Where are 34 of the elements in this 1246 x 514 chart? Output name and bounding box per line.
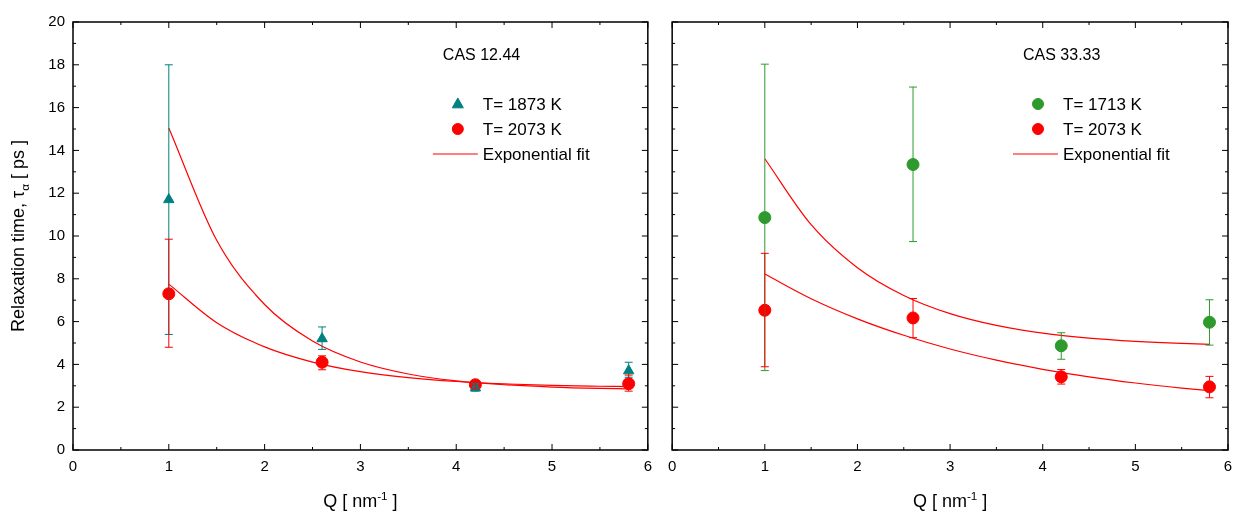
x-tick-label: 2 [853,457,862,475]
x-tick-label: 6 [1223,457,1233,475]
text: CAS 12.44 [442,46,521,63]
x-tick-label: 5 [547,457,557,475]
x-tick-label: 1 [164,457,173,475]
y-tick-label: 4 [56,354,65,372]
y-tick-label: 12 [48,183,65,201]
y-axis-title: Relaxation time, τα [ ps ] [8,140,31,332]
x-tick-label: 4 [1038,457,1047,475]
x-tick-label: 1 [760,457,769,475]
y-tick-label: 2 [56,397,65,415]
x-tick-label: 0 [68,457,78,475]
x-tick-label: 5 [1131,457,1140,475]
y-tick-label: 14 [48,140,65,158]
y-tick-label: 20 [48,12,65,30]
legend-label: T= 2073 K [482,120,563,139]
y-tick-label: 16 [48,97,65,115]
x-tick-label: 3 [356,457,365,475]
legend-label: T= 2073 K [1063,120,1143,139]
legend-label: Exponential fit [482,145,590,164]
text: CAS 33.33 [1023,46,1101,63]
legend-label: T= 1873 K [482,95,563,114]
x-tick-label: 0 [668,457,677,475]
y-tick-label: 0 [56,440,65,458]
x-tick-label: 3 [945,457,955,475]
legend-label: T= 1713 K [1063,95,1143,114]
y-tick-label: 8 [56,268,65,286]
x-tick-label: 6 [643,457,652,475]
x-tick-label: 2 [260,457,269,475]
legend-label: Exponential fit [1063,145,1171,164]
y-tick-label: 18 [48,54,65,72]
x-tick-label: 4 [452,457,461,475]
y-tick-label: 6 [56,311,65,329]
y-tick-label: 10 [48,226,65,244]
